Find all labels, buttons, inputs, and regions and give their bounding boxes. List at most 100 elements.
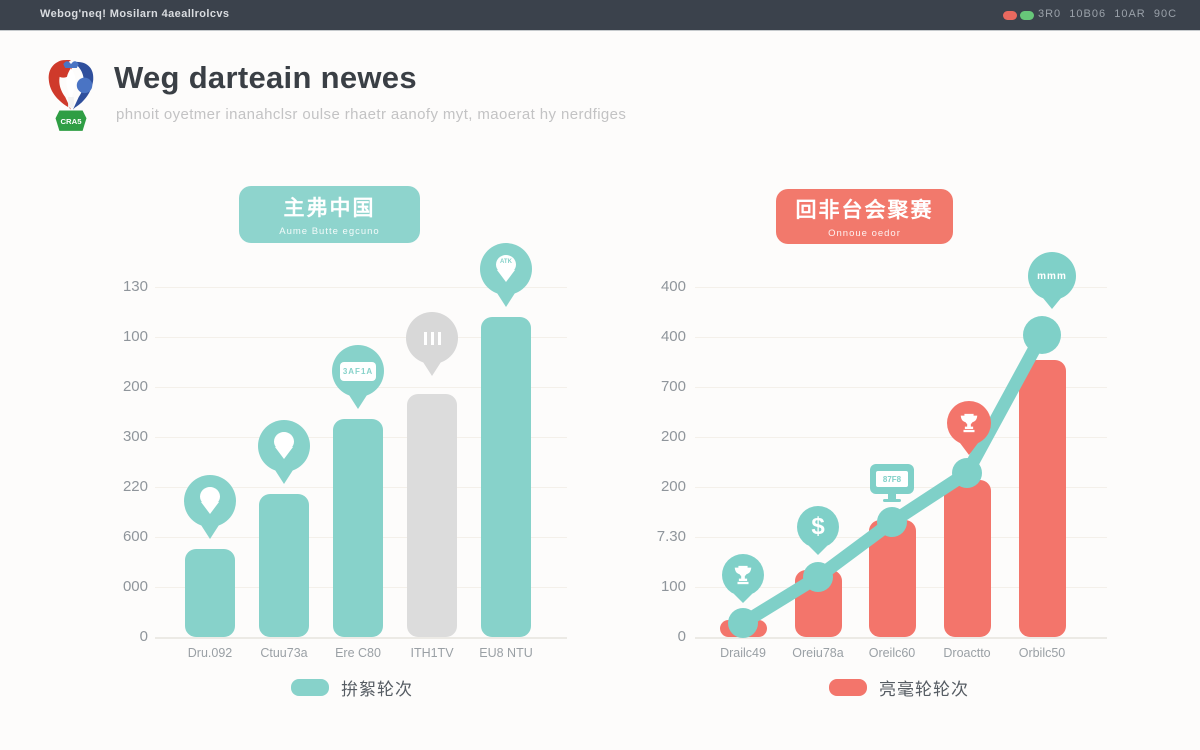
x-tick-label: Dru.092 — [187, 646, 233, 660]
left-legend-label: 拚絮轮次 — [341, 680, 413, 699]
map-pin-balloon-icon-tail — [497, 293, 515, 307]
bar — [794, 570, 842, 637]
bar — [481, 317, 531, 637]
window-titlebar: Webog'neq! Mosilarn 4aeallrolcvs 3R0 10B… — [0, 0, 1200, 30]
line-marker — [1023, 316, 1061, 354]
titlebar-status-text: 3R0 10B06 10AR 90C — [1038, 8, 1178, 20]
trophy-balloon-icon-tail — [960, 443, 978, 455]
y-tick-label: 300 — [122, 428, 148, 445]
x-tick-label: ITH1TV — [410, 646, 454, 660]
map-pin-balloon-icon-bubble — [258, 420, 310, 472]
gridline — [695, 337, 1107, 338]
x-tick-label: Droactto — [943, 646, 991, 660]
map-pin-balloon-icon-tail — [201, 525, 219, 539]
logo-badge-text: CRA5 — [60, 117, 82, 126]
right-legend-label: 亮毫轮轮次 — [879, 680, 969, 699]
y-tick-label: 7.30 — [656, 528, 686, 545]
dollar-circle-icon: $ — [797, 506, 839, 557]
left-legend-swatch — [291, 679, 329, 696]
x-tick-label: Oreiu78a — [792, 646, 844, 660]
left-chart-badge: 主弗中国 Aume Butte egcuno — [239, 186, 420, 243]
x-axis-line — [695, 637, 1107, 639]
trophy-circle-icon-tail — [734, 594, 752, 603]
bar — [185, 549, 235, 637]
atk-label: ATK — [500, 259, 512, 265]
y-tick-label: 130 — [122, 278, 148, 295]
dollar-circle-icon-tail — [809, 546, 827, 555]
y-tick-label: 400 — [660, 328, 686, 345]
right-chart-badge: 回非台会聚赛 Onnoue oedor — [776, 189, 953, 244]
y-tick-label: 000 — [122, 578, 148, 595]
label-balloon-icon: 3AF1A — [332, 345, 384, 411]
y-tick-label: 0 — [677, 628, 686, 645]
x-tick-label: Ere C80 — [335, 646, 381, 660]
map-pin-balloon-icon — [258, 420, 310, 486]
y-tick-label: 220 — [122, 478, 148, 495]
label-balloon-icon-tail — [349, 395, 367, 409]
y-tick-label: 200 — [122, 378, 148, 395]
map-pin-balloon-icon: ATK — [480, 243, 532, 309]
left-chart-title: 主弗中国 — [283, 197, 376, 220]
window-control-red-icon[interactable] — [1003, 11, 1017, 20]
map-pin-balloon-icon-bubble: ATK — [480, 243, 532, 295]
dots-balloon-icon-bubble — [406, 312, 458, 364]
bar — [1018, 360, 1066, 637]
window-control-green-icon[interactable] — [1020, 11, 1034, 20]
left-chart-subtitle: Aume Butte egcuno — [279, 226, 380, 237]
y-tick-label: 0 — [139, 628, 148, 645]
left-legend: 拚絮轮次 — [291, 675, 413, 700]
right-chart-subtitle: Onnoue oedor — [828, 228, 901, 239]
text-balloon-icon-bubble: mmm — [1028, 252, 1076, 300]
right-legend-swatch — [829, 679, 867, 696]
drop-glyph: ATK — [496, 255, 516, 283]
dots-balloon-icon-tail — [423, 362, 441, 376]
y-tick-label: 400 — [660, 278, 686, 295]
y-tick-label: 200 — [660, 478, 686, 495]
x-tick-label: Ctuu73a — [260, 646, 308, 660]
map-pin-balloon-icon-bubble — [184, 475, 236, 527]
dots-balloon-icon — [406, 312, 458, 378]
x-tick-label: Drailc49 — [720, 646, 766, 660]
trophy-circle-icon — [722, 554, 764, 605]
bar — [868, 520, 916, 637]
x-axis-line — [155, 637, 567, 639]
drop-glyph — [200, 487, 220, 515]
bar — [407, 394, 457, 637]
text-balloon-icon-tail — [1043, 298, 1061, 309]
label-balloon-icon-bubble: 3AF1A — [332, 345, 384, 397]
worldcup-logo: CRA5 — [42, 56, 100, 138]
right-chart-title: 回非台会聚赛 — [795, 199, 934, 222]
map-pin-balloon-icon-tail — [275, 470, 293, 484]
x-tick-label: Oreilc60 — [868, 646, 916, 660]
trophy-balloon-icon-bubble — [947, 401, 991, 445]
dots-glyph — [423, 331, 441, 345]
gridline — [695, 287, 1107, 288]
text-balloon-icon: mmm — [1028, 252, 1076, 311]
gridline — [155, 337, 567, 338]
bar — [333, 419, 383, 637]
map-pin-balloon-icon — [184, 475, 236, 541]
bar — [259, 494, 309, 637]
y-tick-label: 100 — [660, 578, 686, 595]
right-legend: 亮毫轮轮次 — [829, 675, 969, 700]
gridline — [155, 287, 567, 288]
trophy-circle-icon-bubble — [722, 554, 764, 596]
bar — [719, 620, 767, 637]
bar — [943, 480, 991, 637]
window-title: Webog'neq! Mosilarn 4aeallrolcvs — [40, 8, 230, 20]
y-tick-label: 200 — [660, 428, 686, 445]
page-subtitle: phnoit oyetmer inanahclsr oulse rhaetr a… — [116, 106, 627, 123]
y-tick-label: 600 — [122, 528, 148, 545]
monitor-icon: 87F8 — [870, 464, 914, 504]
x-tick-label: EU8 NTU — [479, 646, 533, 660]
trophy-balloon-icon — [947, 401, 991, 457]
y-tick-label: 700 — [660, 378, 686, 395]
x-tick-label: Orbilc50 — [1018, 646, 1066, 660]
y-tick-label: 100 — [122, 328, 148, 345]
label-tag: 3AF1A — [340, 361, 376, 381]
drop-glyph — [274, 432, 294, 460]
page-title: Weg darteain newes — [114, 60, 417, 95]
dollar-circle-icon-bubble: $ — [797, 506, 839, 548]
